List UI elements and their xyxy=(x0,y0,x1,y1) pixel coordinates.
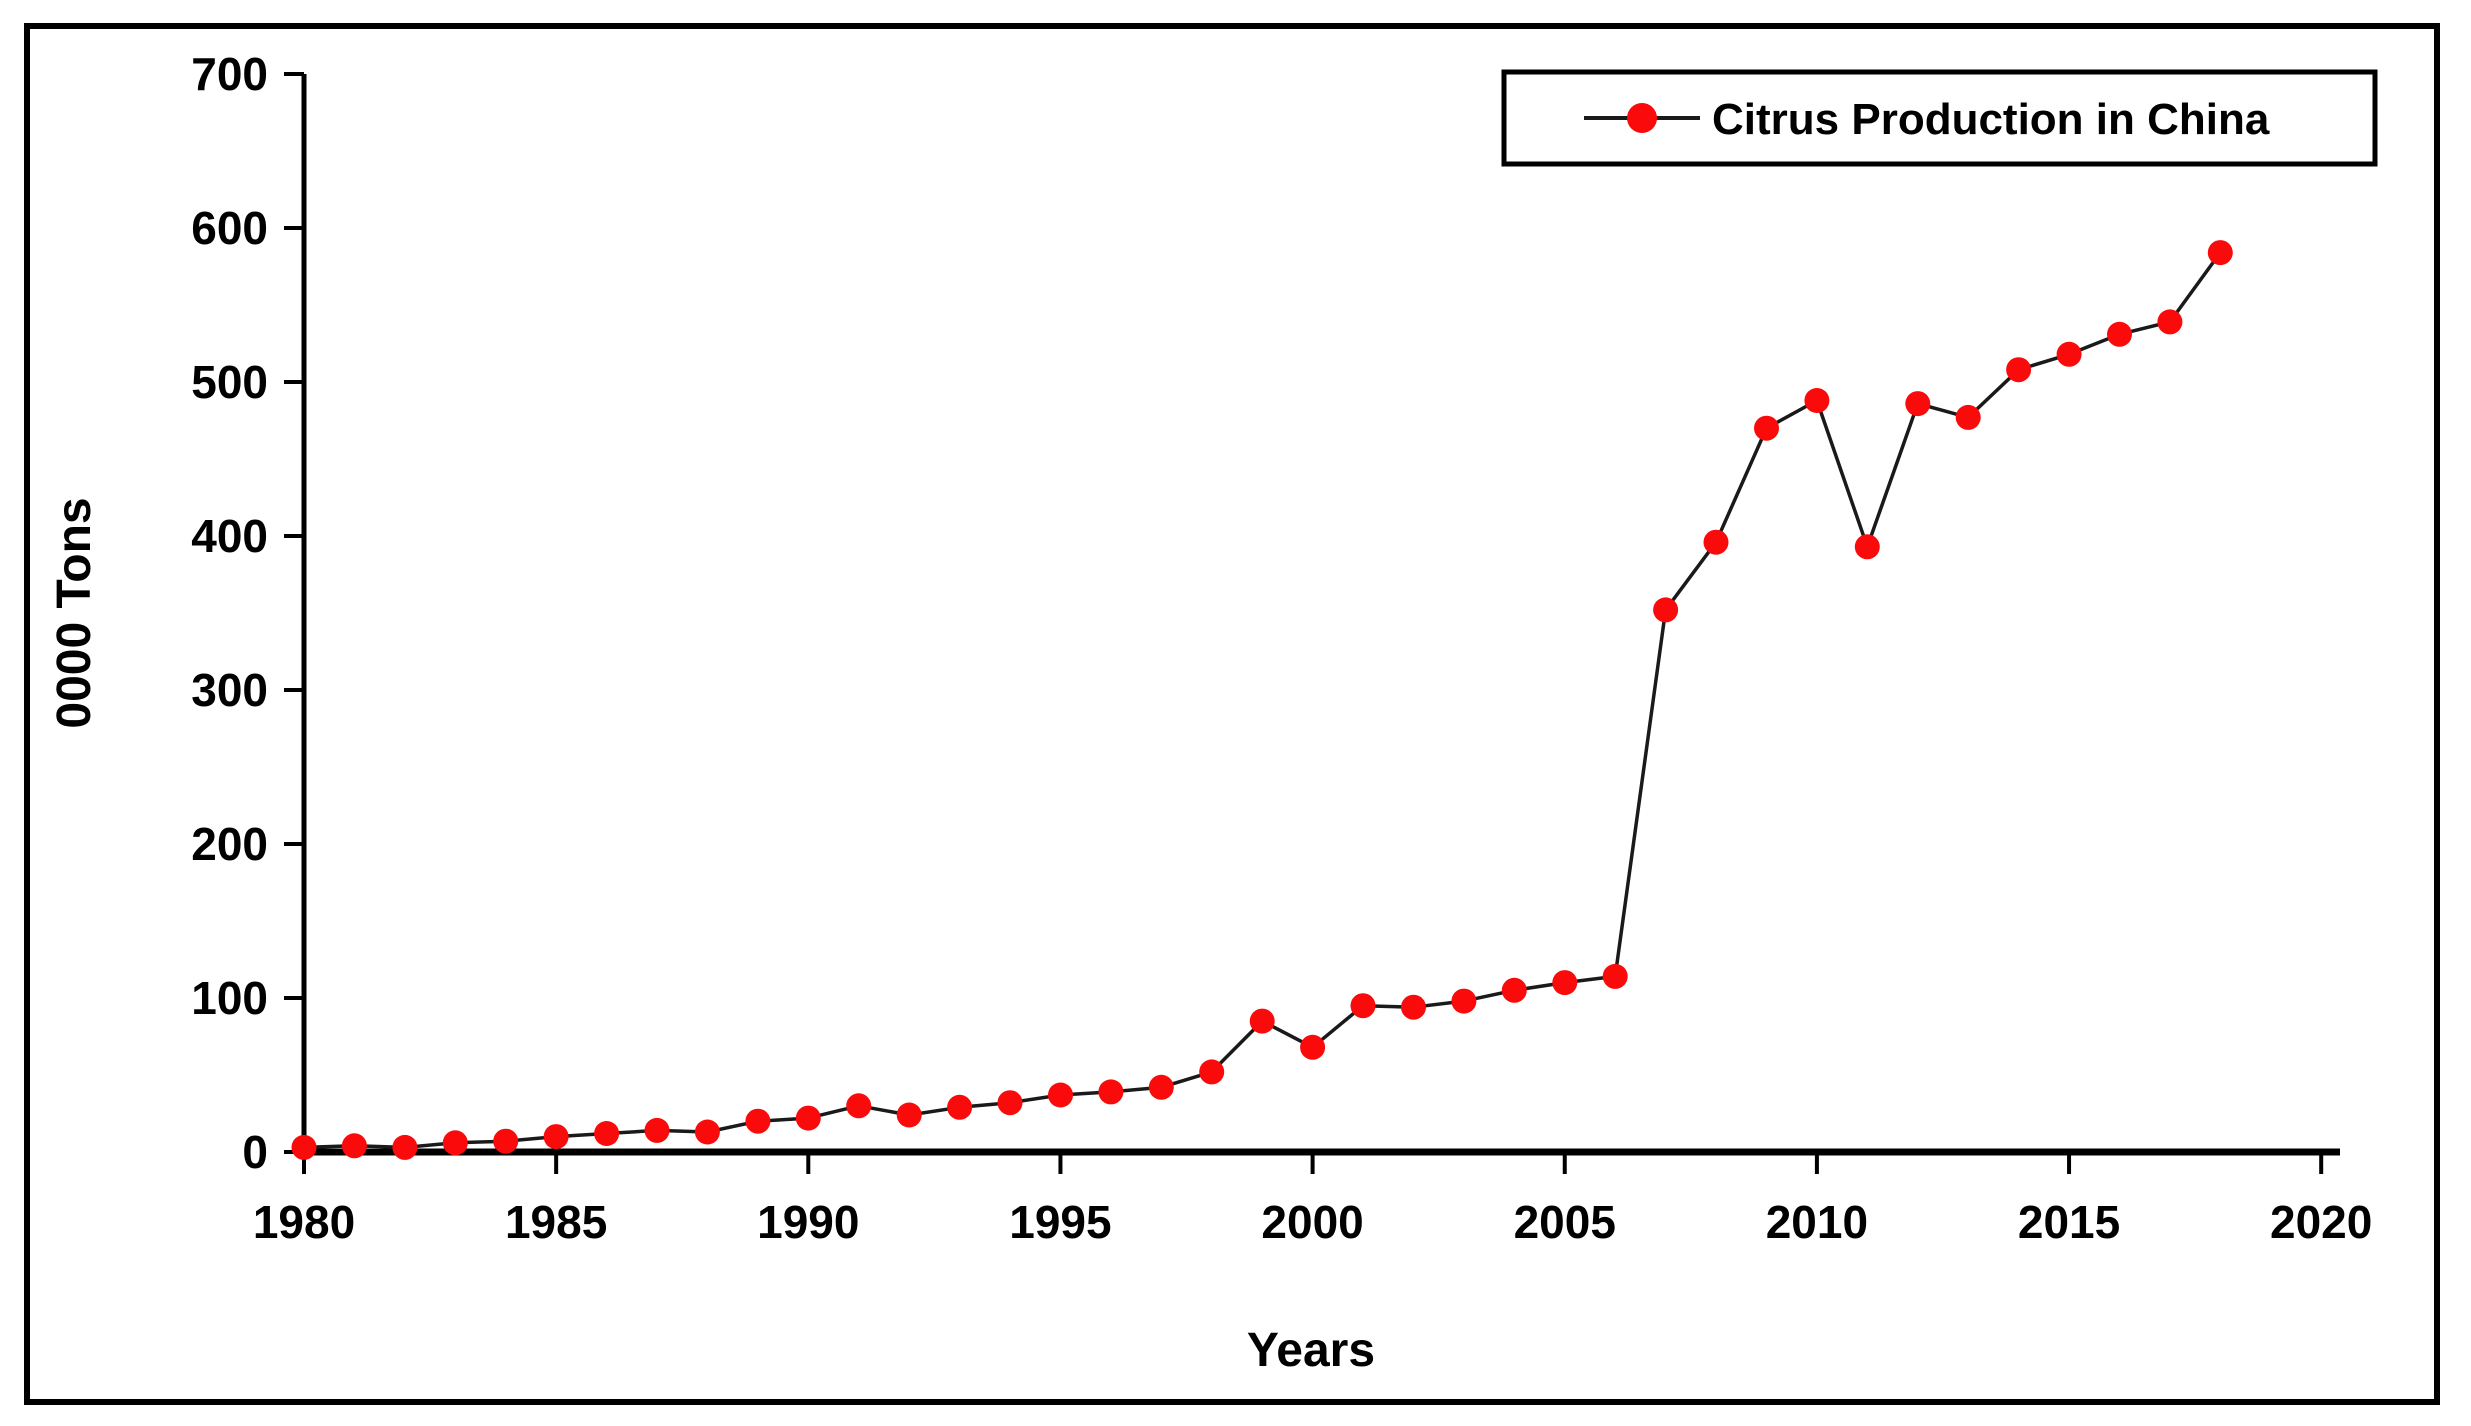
data-point-1981 xyxy=(341,1133,367,1159)
data-point-1991 xyxy=(846,1093,872,1119)
data-point-2002 xyxy=(1401,994,1426,1020)
figure-border xyxy=(24,23,2440,1405)
data-point-2015 xyxy=(2056,341,2082,367)
data-point-1996 xyxy=(1098,1079,1124,1105)
data-point-2017 xyxy=(2157,309,2183,335)
data-point-1987 xyxy=(644,1117,670,1143)
legend-marker-icon xyxy=(1627,103,1657,133)
data-point-1989 xyxy=(745,1108,771,1134)
data-point-1984 xyxy=(493,1128,519,1154)
data-point-1998 xyxy=(1199,1059,1225,1085)
data-point-2012 xyxy=(1905,391,1931,417)
x-tick-label-1985: 1985 xyxy=(505,1196,607,1248)
data-point-2011 xyxy=(1854,534,1880,560)
y-tick-label-600: 600 xyxy=(191,202,268,254)
y-tick-label-500: 500 xyxy=(191,356,268,408)
y-tick-label-400: 400 xyxy=(191,510,268,562)
data-point-2010 xyxy=(1804,388,1830,413)
data-point-2003 xyxy=(1451,988,1477,1014)
y-tick-label-100: 100 xyxy=(191,972,268,1024)
data-point-2018 xyxy=(2207,240,2233,266)
x-tick-label-2000: 2000 xyxy=(1261,1196,1363,1248)
y-tick-label-200: 200 xyxy=(191,818,268,870)
data-point-2008 xyxy=(1703,529,1729,555)
data-point-1990 xyxy=(795,1105,821,1131)
data-point-2005 xyxy=(1552,970,1578,996)
data-point-1988 xyxy=(694,1119,720,1145)
legend-label: Citrus Production in China xyxy=(1712,95,2270,144)
data-point-1997 xyxy=(1148,1074,1174,1100)
y-tick-label-300: 300 xyxy=(191,664,268,716)
data-point-1982 xyxy=(392,1134,418,1160)
y-axis-title: 0000 Tons xyxy=(48,497,101,728)
x-tick-label-2015: 2015 xyxy=(2018,1196,2120,1248)
data-point-2001 xyxy=(1350,993,1376,1019)
x-tick-label-2020: 2020 xyxy=(2270,1196,2372,1248)
data-point-2009 xyxy=(1754,415,1779,441)
data-point-2004 xyxy=(1501,977,1527,1003)
data-point-1999 xyxy=(1249,1008,1275,1034)
x-tick-label-1990: 1990 xyxy=(757,1196,859,1248)
y-tick-label-0: 0 xyxy=(242,1126,268,1178)
data-point-1985 xyxy=(543,1124,569,1150)
data-point-2000 xyxy=(1300,1034,1326,1060)
y-tick-label-700: 700 xyxy=(191,48,268,100)
data-point-1994 xyxy=(997,1090,1023,1116)
data-point-1986 xyxy=(594,1121,620,1146)
x-tick-label-2010: 2010 xyxy=(1766,1196,1868,1248)
x-tick-label-1995: 1995 xyxy=(1009,1196,1111,1248)
x-tick-label-2005: 2005 xyxy=(1514,1196,1616,1248)
data-point-2014 xyxy=(2006,357,2032,383)
x-axis-title: Years xyxy=(1247,1324,1375,1377)
data-point-2016 xyxy=(2107,321,2132,347)
data-point-1992 xyxy=(896,1102,922,1128)
x-tick-label-1980: 1980 xyxy=(253,1196,355,1248)
data-point-2006 xyxy=(1602,963,1628,989)
data-point-1980 xyxy=(291,1134,317,1160)
data-point-1993 xyxy=(947,1094,973,1120)
data-point-1983 xyxy=(442,1130,468,1156)
data-point-2013 xyxy=(1955,404,1981,430)
data-point-1995 xyxy=(1048,1082,1073,1108)
data-point-2007 xyxy=(1653,597,1679,623)
